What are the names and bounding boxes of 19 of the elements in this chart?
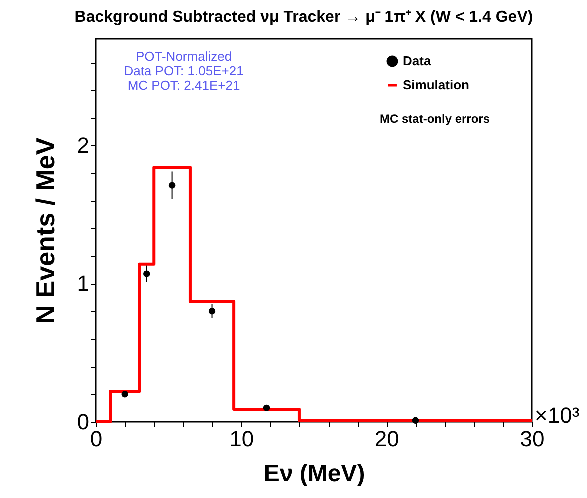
annotation: MC stat-only errors [380, 112, 490, 126]
point [412, 417, 420, 424]
annotation: POT-Normalized [136, 49, 232, 64]
point [263, 404, 270, 412]
x-axis-title: Eν (MeV) [264, 460, 366, 488]
legend-label: Simulation [403, 78, 470, 92]
x-tick-label: 10 [230, 426, 254, 452]
y-tick-label: 1 [77, 271, 90, 296]
x-tick-label: 20 [374, 426, 400, 452]
y-axis-title: N Events / MeV [30, 137, 60, 324]
text: ×10³ [535, 403, 580, 428]
x-tick-label: 30 [520, 426, 545, 452]
annotation: MC POT: 2.41E+21 [128, 78, 240, 93]
annotation: Data POT: 1.05E+21 [124, 64, 244, 78]
point [122, 391, 128, 398]
chart-title: Background Subtracted νμ Tracker → μ⁻ 1π⁺ X (W < 1.4 GeV) [74, 9, 534, 26]
y-tick-label: 0 [77, 410, 90, 434]
y-tick-label: 2 [77, 132, 90, 158]
legend-label: Data [403, 54, 432, 68]
